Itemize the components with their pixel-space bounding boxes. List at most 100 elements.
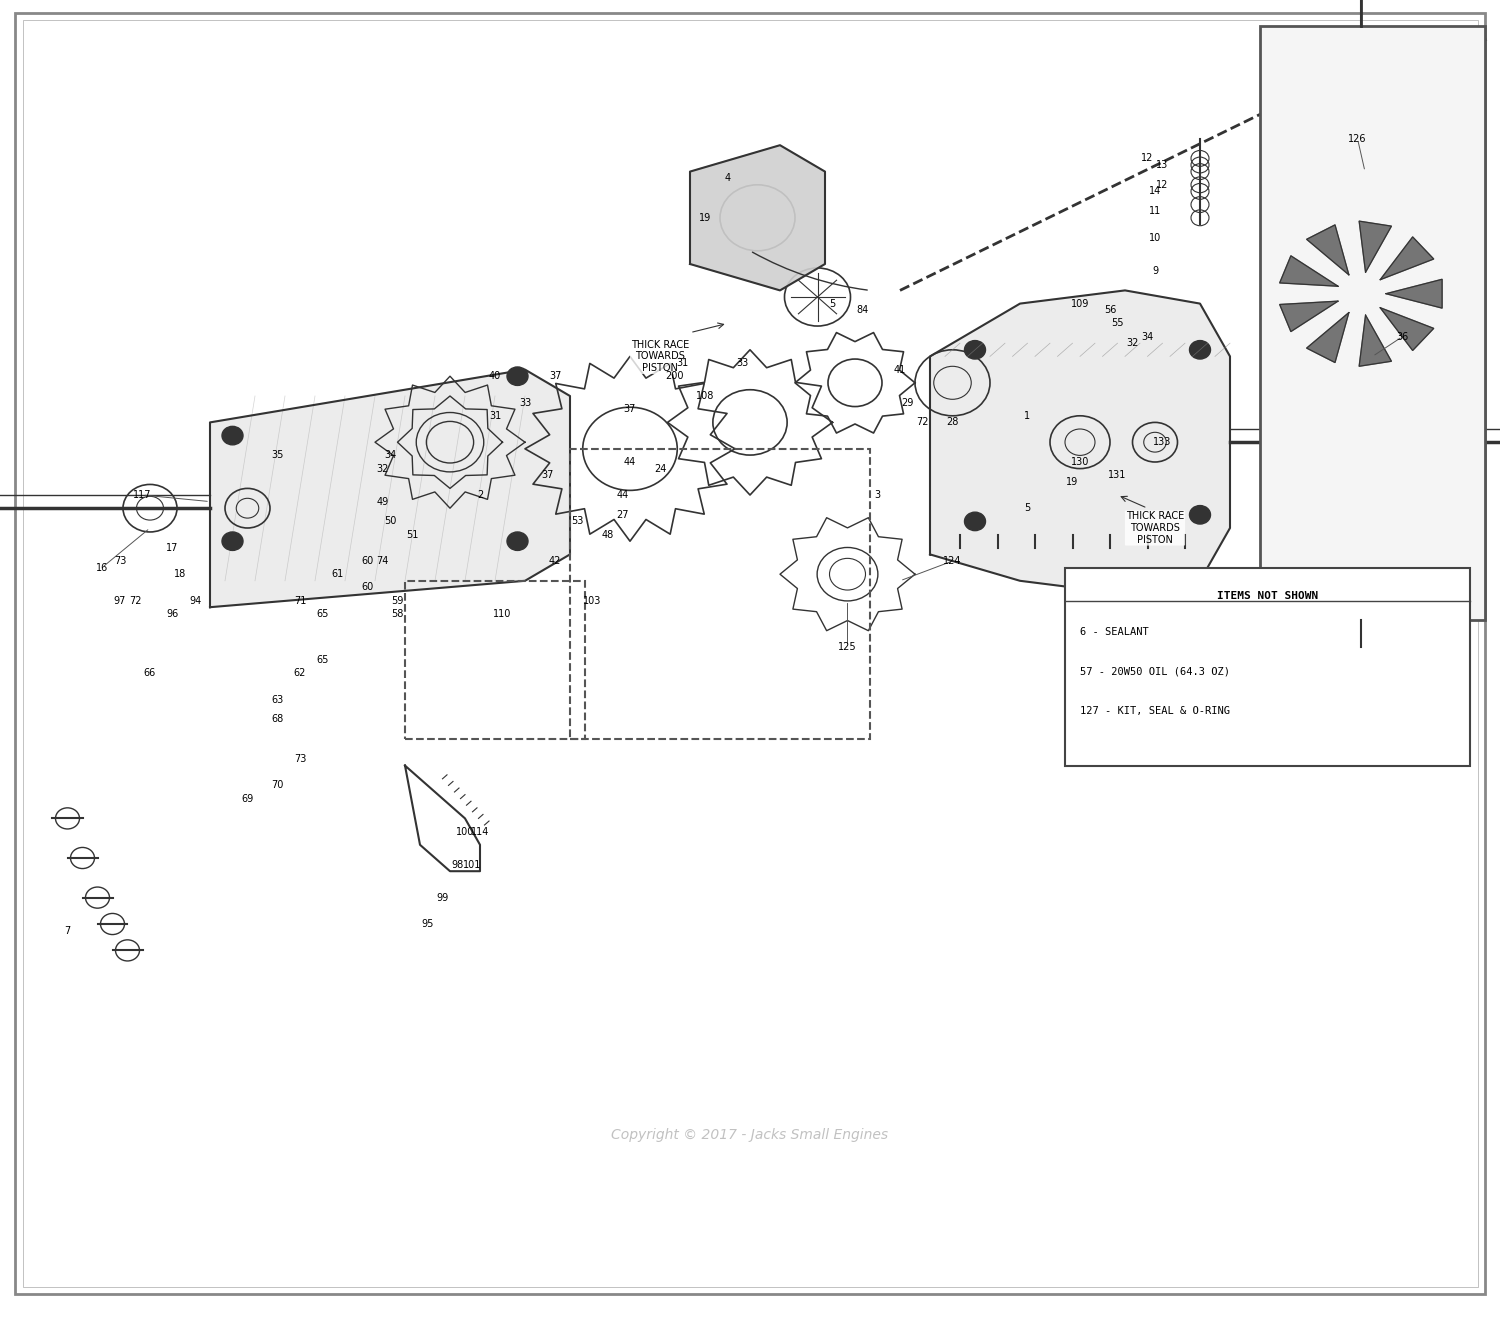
- Polygon shape: [1280, 301, 1338, 331]
- Circle shape: [1353, 434, 1371, 450]
- Text: 69: 69: [242, 793, 254, 804]
- Text: 37: 37: [542, 470, 554, 480]
- Text: 37: 37: [624, 404, 636, 414]
- Text: 29: 29: [902, 397, 914, 408]
- Bar: [1260, 26, 1485, 620]
- Polygon shape: [1359, 315, 1392, 366]
- Text: 7: 7: [64, 925, 70, 936]
- Text: 42: 42: [549, 556, 561, 566]
- Text: 63: 63: [272, 694, 284, 705]
- Polygon shape: [1280, 256, 1338, 286]
- Text: 66: 66: [144, 668, 156, 678]
- Text: 73: 73: [294, 754, 306, 764]
- Text: 133: 133: [1154, 437, 1172, 447]
- Text: 31: 31: [489, 411, 501, 421]
- Text: 99: 99: [436, 892, 448, 903]
- Text: 62: 62: [294, 668, 306, 678]
- Text: 27: 27: [616, 510, 628, 520]
- Text: ITEMS NOT SHOWN: ITEMS NOT SHOWN: [1216, 591, 1318, 602]
- Text: 34: 34: [1142, 331, 1154, 342]
- Text: 117: 117: [134, 490, 152, 500]
- Text: 55: 55: [1112, 318, 1124, 329]
- Text: 19: 19: [1066, 477, 1078, 487]
- Text: 11: 11: [1149, 206, 1161, 216]
- Text: 56: 56: [1104, 305, 1116, 315]
- Text: 41: 41: [894, 364, 906, 375]
- Text: 108: 108: [696, 391, 714, 401]
- Polygon shape: [1306, 224, 1348, 275]
- Text: 4: 4: [724, 173, 730, 183]
- Text: 5: 5: [830, 298, 836, 309]
- Text: 34: 34: [384, 450, 396, 461]
- Text: 70: 70: [272, 780, 284, 791]
- Text: 10: 10: [1149, 232, 1161, 243]
- Text: 3: 3: [874, 490, 880, 500]
- Text: THICK RACE
TOWARDS
PISTON: THICK RACE TOWARDS PISTON: [1126, 511, 1184, 545]
- Polygon shape: [1380, 236, 1434, 280]
- Text: 101: 101: [464, 859, 482, 870]
- Circle shape: [1190, 341, 1210, 359]
- Polygon shape: [690, 145, 825, 290]
- Circle shape: [222, 532, 243, 550]
- Text: 103: 103: [584, 595, 602, 606]
- Text: 200: 200: [666, 371, 684, 381]
- Text: 114: 114: [471, 826, 489, 837]
- Text: 28: 28: [946, 417, 958, 428]
- Text: 48: 48: [602, 529, 613, 540]
- Text: Copyright © 2017 - Jacks Small Engines: Copyright © 2017 - Jacks Small Engines: [612, 1129, 888, 1142]
- Text: 127 - KIT, SEAL & O-RING: 127 - KIT, SEAL & O-RING: [1080, 706, 1230, 717]
- Bar: [570, 449, 870, 739]
- Text: 44: 44: [616, 490, 628, 500]
- Text: 16: 16: [96, 562, 108, 573]
- Polygon shape: [1306, 313, 1348, 363]
- Text: 12: 12: [1142, 153, 1154, 164]
- Text: 17: 17: [166, 543, 178, 553]
- Text: 61: 61: [332, 569, 344, 579]
- Text: 98: 98: [452, 859, 464, 870]
- Text: 1: 1: [1024, 411, 1030, 421]
- Polygon shape: [1359, 222, 1392, 272]
- Text: 73: 73: [114, 556, 126, 566]
- Text: 100: 100: [456, 826, 474, 837]
- Text: 37: 37: [549, 371, 561, 381]
- Text: 97: 97: [114, 595, 126, 606]
- Text: 72: 72: [129, 595, 141, 606]
- Polygon shape: [930, 290, 1230, 594]
- Polygon shape: [1380, 308, 1434, 351]
- Circle shape: [1190, 506, 1210, 524]
- Text: 35: 35: [272, 450, 284, 461]
- Text: 32: 32: [1126, 338, 1138, 348]
- Text: 24: 24: [654, 463, 666, 474]
- Text: 58: 58: [392, 609, 404, 619]
- Text: 65: 65: [316, 609, 328, 619]
- Text: 53: 53: [572, 516, 584, 527]
- Bar: [405, 581, 585, 739]
- Text: 44: 44: [624, 457, 636, 467]
- Circle shape: [1341, 276, 1382, 312]
- Bar: [1065, 568, 1470, 766]
- Text: 131: 131: [1108, 470, 1126, 480]
- Text: 13: 13: [1156, 160, 1168, 170]
- Circle shape: [964, 341, 986, 359]
- Text: 130: 130: [1071, 457, 1089, 467]
- Text: 49: 49: [376, 496, 388, 507]
- Text: 50: 50: [384, 516, 396, 527]
- Text: 51: 51: [406, 529, 418, 540]
- Text: 74: 74: [376, 556, 388, 566]
- Circle shape: [507, 532, 528, 550]
- Text: 60: 60: [362, 556, 374, 566]
- Circle shape: [507, 367, 528, 385]
- Text: 31: 31: [676, 358, 688, 368]
- Text: 19: 19: [699, 213, 711, 223]
- Text: 18: 18: [174, 569, 186, 579]
- Text: 2: 2: [477, 490, 483, 500]
- Text: 32: 32: [376, 463, 388, 474]
- Text: 124: 124: [944, 556, 962, 566]
- Text: THICK RACE
TOWARDS
PISTON: THICK RACE TOWARDS PISTON: [632, 339, 688, 374]
- Text: 60: 60: [362, 582, 374, 593]
- Text: 125: 125: [839, 642, 856, 652]
- Text: 65: 65: [316, 655, 328, 665]
- Circle shape: [222, 426, 243, 445]
- Text: 12: 12: [1156, 180, 1168, 190]
- Polygon shape: [210, 370, 570, 607]
